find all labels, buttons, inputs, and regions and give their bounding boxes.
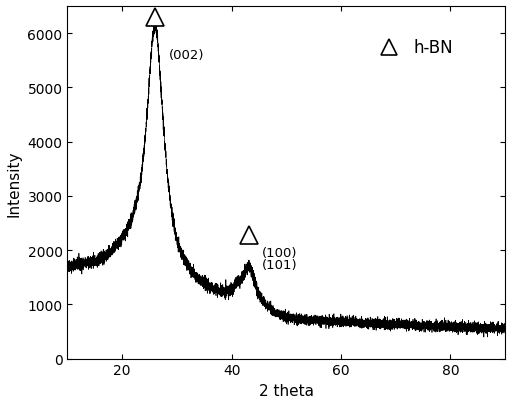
X-axis label: 2 theta: 2 theta [259, 383, 314, 398]
Text: (100): (100) [262, 247, 297, 260]
Text: (101): (101) [262, 259, 297, 272]
Y-axis label: Intensity: Intensity [7, 150, 22, 216]
Text: (002): (002) [168, 49, 204, 62]
Text: h-BN: h-BN [413, 38, 453, 56]
